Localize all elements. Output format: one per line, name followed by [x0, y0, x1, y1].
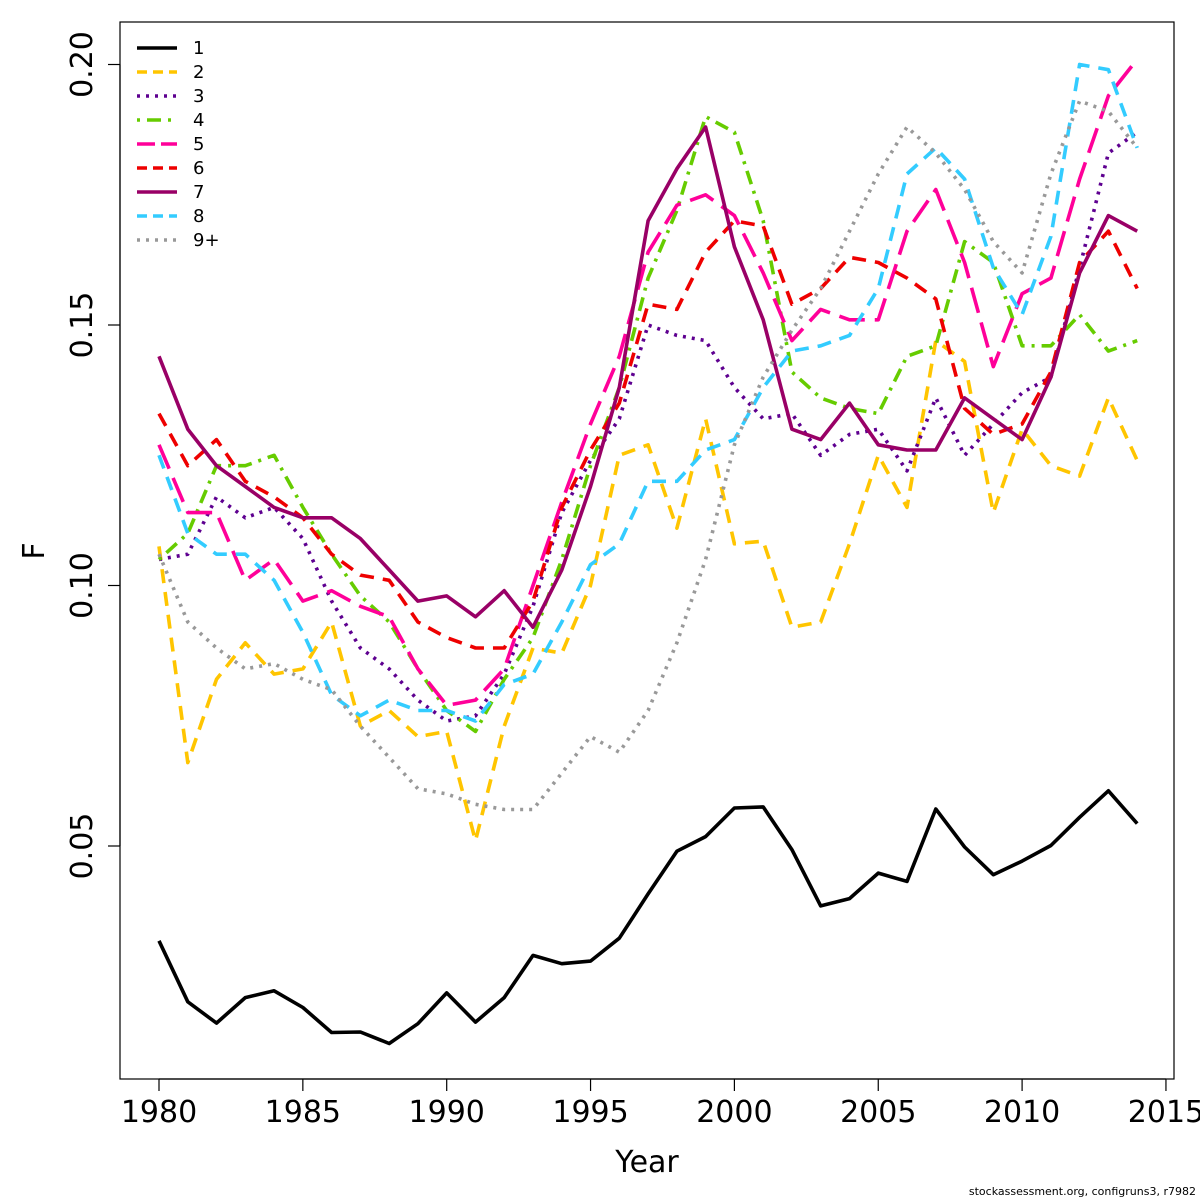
x-tick-label-1995: 1995 [552, 1095, 628, 1130]
legend-label-3: 3 [193, 86, 204, 107]
x-tick-label-2005: 2005 [840, 1095, 916, 1130]
x-axis-title: Year [614, 1145, 679, 1180]
legend-label-8: 8 [193, 206, 204, 227]
legend-label-6: 6 [193, 158, 204, 179]
series-line-6 [157, 219, 1139, 650]
x-tick-label-2000: 2000 [696, 1095, 772, 1130]
x-tick-label-2015: 2015 [1128, 1095, 1200, 1130]
series-line-9 [157, 99, 1139, 812]
plot-frame [119, 21, 1175, 1080]
legend-label-5: 5 [193, 134, 204, 155]
y-axis-title: F [17, 542, 52, 559]
x-tick-label-2010: 2010 [984, 1095, 1060, 1130]
footer-note: stockassessment.org, configruns3, r7982 [968, 1185, 1196, 1198]
x-axis: 1980 1985 1990 1995 2000 2005 2010 2015 [121, 1078, 1200, 1130]
series-layer [157, 58, 1139, 1046]
x-tick-label-1990: 1990 [409, 1095, 485, 1130]
y-tick-label-2: 0.15 [65, 292, 100, 359]
y-tick-label-1: 0.10 [65, 552, 100, 619]
y-tick-label-0: 0.05 [65, 813, 100, 880]
legend-label-4: 4 [193, 110, 204, 131]
legend: 1 2 3 4 5 6 7 8 9+ [137, 38, 220, 251]
legend-label-7: 7 [193, 182, 204, 203]
x-tick-label-1980: 1980 [121, 1095, 197, 1130]
legend-label-9: 9+ [193, 230, 220, 251]
legend-label-2: 2 [193, 62, 204, 83]
series-line-8 [157, 62, 1139, 723]
x-tick-label-1985: 1985 [265, 1095, 341, 1130]
series-line-2 [157, 338, 1139, 843]
series-line-4 [157, 114, 1138, 734]
series-line-5 [157, 58, 1139, 708]
y-tick-label-3: 0.20 [65, 31, 100, 98]
series-line-7 [157, 125, 1139, 630]
series-line-1 [157, 788, 1139, 1046]
legend-label-1: 1 [193, 38, 204, 59]
y-axis: 0.05 0.10 0.15 0.20 [65, 31, 121, 880]
